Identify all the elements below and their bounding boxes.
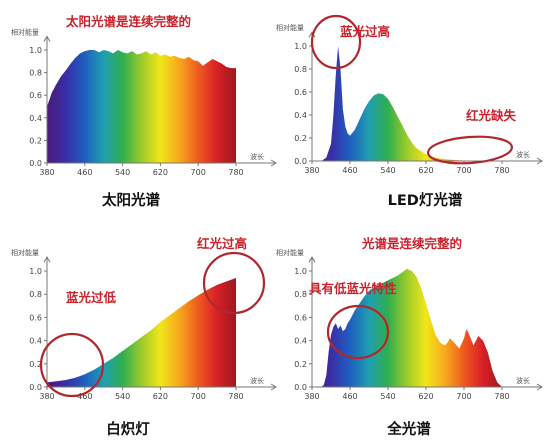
annotation-red-missing: 红光缺失 <box>466 108 517 123</box>
y-tick-label: 0.8 <box>294 65 307 74</box>
x-axis-arrow-icon <box>270 159 277 167</box>
x-tick-label: 620 <box>418 392 433 401</box>
axes-sunlight: 0.0 0.2 0.4 0.6 0.8 1.0 380 460 540 620 700 780 <box>29 35 277 177</box>
x-tick-label: 540 <box>380 392 395 401</box>
x-tick-label: 460 <box>342 392 357 401</box>
y-tick-label: 0.8 <box>29 290 42 299</box>
annotation-sunlight-continuous: 太阳光谱是连续完整的 <box>66 14 191 29</box>
y-tick-label: 0.6 <box>294 88 307 97</box>
y-tick-label: 0.4 <box>294 111 307 120</box>
x-tick-label: 460 <box>342 166 357 175</box>
y-tick-label: 0.8 <box>29 69 42 78</box>
x-axis-label: 波长 <box>516 376 530 385</box>
y-axis-label: 相对能量 <box>11 27 39 36</box>
x-tick-label: 700 <box>191 392 206 401</box>
axes-full-spectrum: 0.0 0.2 0.4 0.6 0.8 1.0 380 460 540 620 700 780 <box>294 256 543 401</box>
y-tick-label: 0.2 <box>29 360 42 369</box>
x-axis-label: 波长 <box>250 152 264 161</box>
x-tick-label: 620 <box>153 392 168 401</box>
x-tick-label: 700 <box>456 166 471 175</box>
x-tick-label: 620 <box>153 168 168 177</box>
spectrum-area-sunlight <box>47 50 236 163</box>
annotation-blue-low: 蓝光过低 <box>66 290 117 305</box>
spectrum-curve <box>47 50 236 163</box>
y-tick-label: 0.4 <box>29 337 42 346</box>
x-tick-label: 460 <box>77 392 92 401</box>
x-tick-label: 380 <box>304 166 319 175</box>
x-tick-label: 700 <box>456 392 471 401</box>
x-tick-label: 540 <box>115 392 130 401</box>
y-tick-label: 0.0 <box>294 383 307 392</box>
x-tick-label: 780 <box>228 392 243 401</box>
y-axis-arrow-icon <box>308 31 316 38</box>
spectrum-area-led <box>321 46 493 161</box>
x-tick-label: 380 <box>39 392 54 401</box>
x-tick-label: 540 <box>380 166 395 175</box>
annotation-continuous: 光谱是连续完整的 <box>361 236 462 251</box>
annotation-blue-excess: 蓝光过高 <box>340 24 390 39</box>
spectrum-curve <box>47 278 236 387</box>
y-tick-label: 0.8 <box>294 290 307 299</box>
highlight-circle-blue-low <box>39 332 105 398</box>
x-tick-label: 700 <box>191 168 206 177</box>
y-tick-label: 0.2 <box>294 134 307 143</box>
caption-sunlight: 太阳光谱 <box>102 191 160 209</box>
y-tick-label: 0.6 <box>29 313 42 322</box>
x-tick-label: 380 <box>304 392 319 401</box>
x-tick-label: 380 <box>39 168 54 177</box>
chart-led: 0.0 0.2 0.4 0.6 0.8 1.0 380 460 540 620 700 780 相对能… <box>276 14 543 209</box>
caption-led: LED灯光谱 <box>388 191 463 209</box>
highlight-circle-red-missing <box>426 135 514 165</box>
y-tick-label: 1.0 <box>294 42 307 51</box>
x-tick-label: 460 <box>77 168 92 177</box>
y-axis-label: 相对能量 <box>276 23 304 32</box>
y-axis-label: 相对能量 <box>11 248 39 257</box>
axes-led: 0.0 0.2 0.4 0.6 0.8 1.0 380 460 540 620 700 780 <box>294 31 543 175</box>
x-axis-label: 波长 <box>516 150 530 159</box>
chart-full-spectrum: 0.0 0.2 0.4 0.6 0.8 1.0 380 460 540 620 700 780 相对能… <box>276 236 543 438</box>
chart-sunlight: 0.0 0.2 0.4 0.6 0.8 1.0 380 460 540 620 700 780 相对能… <box>11 14 277 209</box>
y-tick-label: 0.2 <box>294 360 307 369</box>
x-tick-label: 780 <box>494 392 509 401</box>
x-tick-label: 780 <box>494 166 509 175</box>
y-axis-label: 相对能量 <box>276 248 304 257</box>
annotation-low-blue: 具有低蓝光特性 <box>308 281 397 296</box>
y-tick-label: 0.4 <box>29 114 42 123</box>
spectrum-curve <box>321 46 493 161</box>
highlight-circle-red-excess <box>202 251 266 315</box>
y-tick-label: 0.0 <box>29 383 42 392</box>
spectrum-area-incandescent <box>47 278 236 387</box>
y-tick-label: 0.6 <box>29 91 42 100</box>
y-tick-label: 0.0 <box>294 157 307 166</box>
y-tick-label: 0.4 <box>294 337 307 346</box>
chart-incandescent: 0.0 0.2 0.4 0.6 0.8 1.0 380 460 540 620 700 780 相对能… <box>11 236 277 438</box>
y-axis-arrow-icon <box>308 256 316 263</box>
y-tick-label: 1.0 <box>29 267 42 276</box>
highlight-circle-low-blue <box>326 304 390 360</box>
y-axis-arrow-icon <box>43 256 51 263</box>
y-tick-label: 1.0 <box>294 267 307 276</box>
y-tick-label: 0.0 <box>29 159 42 168</box>
x-tick-label: 620 <box>418 166 433 175</box>
x-axis-arrow-icon <box>270 383 277 391</box>
x-axis-arrow-icon <box>536 157 543 165</box>
y-tick-label: 1.0 <box>29 46 42 55</box>
caption-full-spectrum: 全光谱 <box>386 420 431 438</box>
caption-incandescent: 白炽灯 <box>106 420 150 438</box>
x-axis-label: 波长 <box>250 376 264 385</box>
x-tick-label: 780 <box>228 168 243 177</box>
y-tick-label: 0.2 <box>29 136 42 145</box>
axes-incandescent: 0.0 0.2 0.4 0.6 0.8 1.0 380 460 540 620 700 780 <box>29 256 277 401</box>
x-tick-label: 540 <box>115 168 130 177</box>
highlight-circle-blue-excess <box>310 14 362 70</box>
y-axis-arrow-icon <box>43 35 51 42</box>
annotation-red-excess: 红光过高 <box>197 236 247 251</box>
x-axis-arrow-icon <box>536 383 543 391</box>
y-tick-label: 0.6 <box>294 313 307 322</box>
